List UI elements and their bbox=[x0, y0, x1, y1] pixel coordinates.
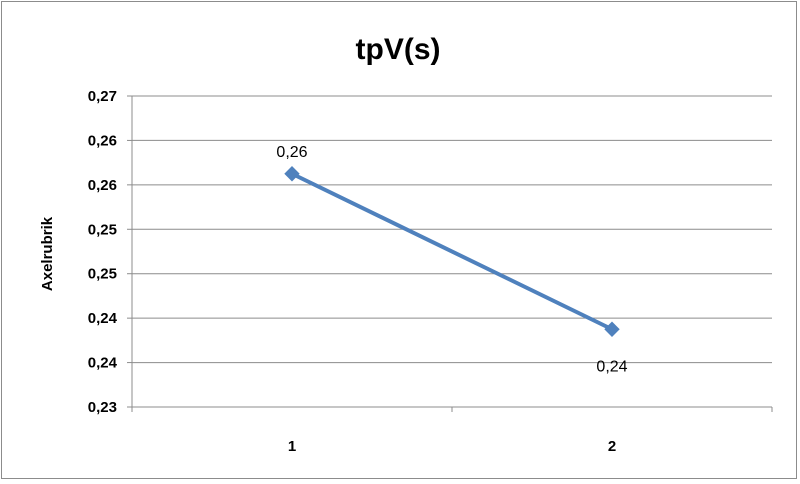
axes bbox=[127, 95, 773, 412]
data-point-marker bbox=[604, 321, 620, 337]
y-tick-label: 0,26 bbox=[88, 132, 117, 149]
x-tick-label: 1 bbox=[288, 438, 296, 455]
y-tick-label: 0,24 bbox=[88, 355, 118, 372]
y-tick-label: 0,26 bbox=[88, 177, 117, 194]
tick-labels: 0,23 0,24 0,24 0,25 0,25 0,26 0,26 0,27 1 2 bbox=[88, 88, 616, 455]
gridlines bbox=[132, 95, 772, 364]
chart-title: tpV(s) bbox=[356, 33, 441, 66]
data-label: 0,24 bbox=[596, 358, 627, 375]
y-axis-label: Axelrubrik bbox=[39, 216, 56, 291]
series bbox=[284, 166, 620, 337]
data-point-marker bbox=[284, 166, 300, 182]
y-tick-label: 0,24 bbox=[88, 310, 118, 327]
data-label: 0,26 bbox=[276, 144, 307, 161]
y-tick-label: 0,27 bbox=[88, 88, 117, 105]
y-tick-label: 0,25 bbox=[88, 221, 117, 238]
series-line bbox=[290, 171, 614, 332]
data-labels: 0,26 0,24 bbox=[276, 144, 627, 376]
x-tick-label: 2 bbox=[608, 438, 616, 455]
y-tick-label: 0,25 bbox=[88, 266, 117, 283]
y-tick-label: 0,23 bbox=[88, 399, 117, 416]
